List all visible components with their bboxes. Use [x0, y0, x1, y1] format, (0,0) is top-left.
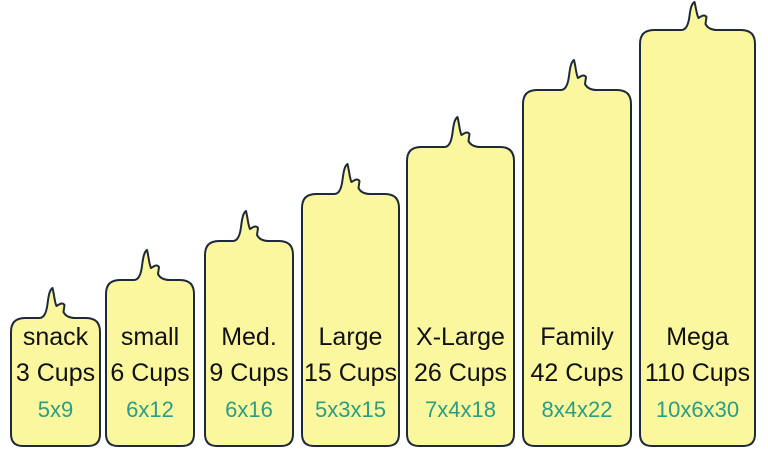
bag-capacity: 42 Cups: [530, 359, 623, 387]
bag-capacity: 9 Cups: [209, 359, 288, 387]
bag-size-name: small: [121, 323, 179, 351]
bag-size-name: X-Large: [416, 323, 505, 351]
bag-dimensions: 7x4x18: [425, 397, 496, 422]
bag-3: Large 15 Cups 5x3x15: [301, 163, 400, 447]
bag-size-name: Large: [319, 323, 383, 351]
bag-1: small 6 Cups 6x12: [105, 249, 195, 447]
bag-outline: [204, 210, 294, 447]
bag-0: snack 3 Cups 5x9: [10, 287, 101, 447]
bag-2: Med. 9 Cups 6x16: [204, 210, 294, 447]
bag-dimensions: 6x12: [126, 397, 174, 422]
bag-capacity: 3 Cups: [16, 359, 95, 387]
bag-capacity: 110 Cups: [645, 359, 750, 387]
bag-size-name: Med.: [221, 323, 277, 351]
bag-outline: [639, 1, 756, 447]
bag-size-name: Mega: [666, 323, 729, 351]
bag-outline: [301, 163, 400, 447]
bag-outline: [406, 116, 515, 447]
bag-dimensions: 5x9: [38, 397, 73, 422]
bag-4: X-Large 26 Cups 7x4x18: [406, 116, 515, 447]
bag-6: Mega 110 Cups 10x6x30: [639, 1, 756, 447]
bag-capacity: 6 Cups: [110, 359, 189, 387]
bag-capacity: 15 Cups: [304, 359, 397, 387]
bag-dimensions: 5x3x15: [315, 397, 386, 422]
bag-dimensions: 6x16: [225, 397, 273, 422]
bag-dimensions: 8x4x22: [542, 397, 613, 422]
bag-dimensions: 10x6x30: [656, 397, 739, 422]
bag-size-name: snack: [23, 323, 89, 351]
bag-5: Family 42 Cups 8x4x22: [522, 59, 632, 447]
bag-size-name: Family: [540, 323, 614, 351]
bag-outline: [522, 59, 632, 447]
bag-capacity: 26 Cups: [414, 359, 507, 387]
bag-outline: [10, 287, 101, 447]
bag-outline: [105, 249, 195, 447]
